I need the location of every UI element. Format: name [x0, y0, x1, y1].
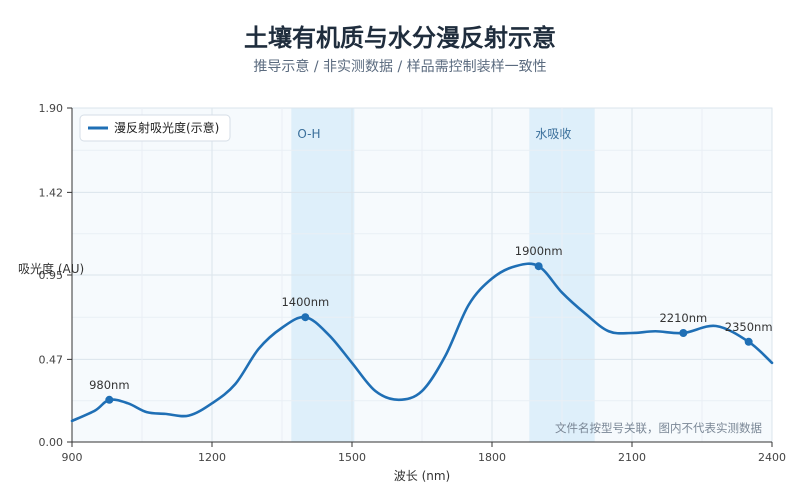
- peak-label-3: 1900nm: [515, 244, 563, 258]
- x-tick-label-5: 2400: [758, 451, 786, 464]
- legend-label: 漫反射吸光度(示意): [114, 120, 219, 135]
- peak-marker-3: [534, 262, 543, 271]
- peak-marker-1: [105, 395, 114, 404]
- peak-marker-5: [744, 337, 753, 346]
- peak-marker-4: [679, 329, 688, 338]
- y-tick-label-3: 1.42: [39, 186, 64, 199]
- peak-marker-2: [301, 313, 310, 322]
- y-tick-label-4: 1.90: [39, 102, 64, 115]
- band-label-2: 水吸收: [535, 127, 571, 141]
- peak-label-1: 980nm: [89, 378, 129, 392]
- peak-label-5: 2350nm: [725, 320, 773, 334]
- axes-layer: 900 1200 1500 1800 2100 2400 0.00 0.47 0.95 1.42 1…: [39, 102, 787, 464]
- series-layer: [70, 262, 774, 423]
- chart-title: 土壤有机质与水分漫反射示意: [244, 24, 556, 52]
- x-tick-label-1: 1200: [198, 451, 226, 464]
- chart-subtitle: 推导示意 / 非实测数据 / 样品需控制装样一致性: [253, 59, 547, 75]
- x-tick-label-4: 2100: [618, 451, 646, 464]
- band-label-1: O-H: [297, 127, 320, 141]
- x-tick-label-3: 1800: [478, 451, 506, 464]
- annotation-layer: 980nm 1400nm 1900nm 2210nm 2350nm: [89, 244, 773, 404]
- chart-note: 文件名按型号关联，图内不代表实测数据: [555, 421, 762, 435]
- grid-layer: [71, 107, 773, 443]
- x-tick-label-0: 900: [62, 451, 83, 464]
- legend-box: [79, 114, 231, 142]
- peak-label-2: 1400nm: [281, 295, 329, 309]
- y-tick-label-1: 0.47: [39, 353, 64, 366]
- series-line-1: [70, 262, 774, 423]
- y-tick-label-2: 0.95: [39, 269, 64, 282]
- y-axis-label: 吸光度 (AU): [18, 261, 84, 276]
- peak-label-4: 2210nm: [659, 311, 707, 325]
- x-axis-label: 波长 (nm): [394, 469, 450, 483]
- legend: 漫反射吸光度(示意): [79, 114, 231, 142]
- y-tick-label-0: 0.00: [39, 436, 64, 449]
- x-tick-label-2: 1500: [338, 451, 366, 464]
